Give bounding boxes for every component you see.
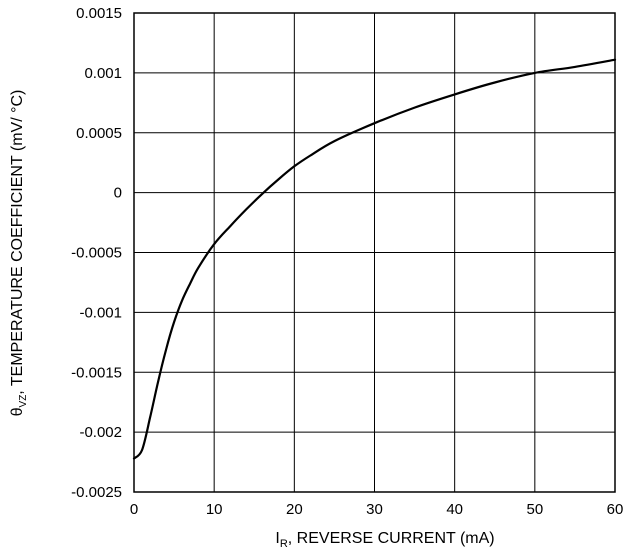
y-tick-label: -0.002 bbox=[79, 424, 122, 441]
x-tick-label: 40 bbox=[446, 501, 463, 518]
series-line bbox=[132, 58, 617, 460]
y-tick-label: 0.0005 bbox=[76, 125, 122, 142]
x-tick-label: 10 bbox=[206, 501, 223, 518]
y-tick-label: 0.0015 bbox=[76, 5, 122, 22]
y-axis-subscript: VZ bbox=[18, 395, 29, 408]
y-tick-label: 0.001 bbox=[84, 65, 122, 82]
series-layer bbox=[132, 58, 617, 460]
grid-lines bbox=[133, 12, 616, 493]
y-axis-title: θVZ, TEMPERATURE COEFFICIENT (mV/ °C) bbox=[9, 90, 29, 417]
x-tick-labels: 0 10 20 30 40 50 60 bbox=[130, 501, 624, 518]
x-tick-label: 60 bbox=[607, 501, 624, 518]
y-axis-text: , TEMPERATURE COEFFICIENT (mV/ °C) bbox=[9, 90, 26, 395]
y-axis-symbol: θ bbox=[9, 407, 26, 416]
x-tick-label: 50 bbox=[526, 501, 543, 518]
y-tick-label: 0 bbox=[114, 185, 122, 202]
y-tick-label: -0.001 bbox=[79, 304, 122, 321]
y-tick-label: -0.0005 bbox=[71, 245, 122, 262]
plot-frame bbox=[133, 12, 616, 493]
x-axis-subscript: R bbox=[280, 538, 288, 550]
y-tick-label: -0.0015 bbox=[71, 364, 122, 381]
x-axis-symbol: I bbox=[275, 530, 279, 547]
x-axis-text: , REVERSE CURRENT (mA) bbox=[288, 530, 495, 547]
x-tick-label: 30 bbox=[366, 501, 383, 518]
x-axis-title: IR, REVERSE CURRENT (mA) bbox=[275, 530, 494, 550]
y-tick-label: -0.0025 bbox=[71, 484, 122, 501]
y-tick-labels: 0.0015 0.001 0.0005 0 -0.0005 -0.001 -0.0015 -0… bbox=[71, 5, 122, 501]
x-tick-label: 0 bbox=[130, 501, 138, 518]
x-tick-label: 20 bbox=[286, 501, 303, 518]
